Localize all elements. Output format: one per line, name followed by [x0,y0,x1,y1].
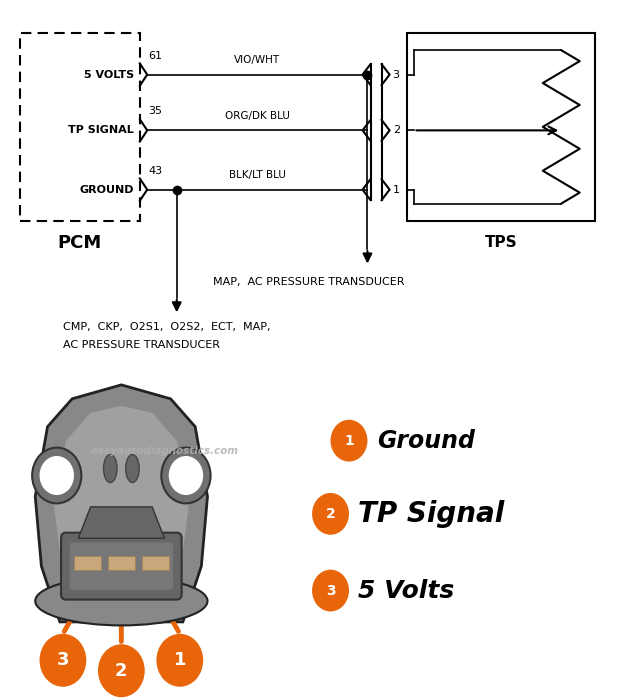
Circle shape [156,634,203,687]
Bar [108,556,135,570]
Text: PCM: PCM [57,234,102,251]
Bar [407,33,595,221]
Text: easyautodiagnostics.com: easyautodiagnostics.com [90,446,239,456]
Circle shape [312,493,349,535]
Circle shape [312,570,349,612]
Text: 5 Volts: 5 Volts [358,578,454,603]
Polygon shape [54,406,189,601]
Text: VIO/WHT: VIO/WHT [234,55,281,65]
Text: 43: 43 [148,166,163,176]
Circle shape [169,456,203,495]
Text: 3: 3 [57,651,69,669]
Text: 1: 1 [392,185,400,195]
Text: 2: 2 [115,662,127,680]
Circle shape [40,456,74,495]
Bar [74,556,101,570]
Text: Ground: Ground [377,428,475,453]
Polygon shape [35,385,208,622]
Circle shape [40,634,87,687]
Text: ORG/DK BLU: ORG/DK BLU [225,111,290,120]
Polygon shape [78,507,164,538]
Text: 3: 3 [392,69,400,80]
Text: TPS: TPS [485,235,517,250]
Ellipse shape [35,577,208,625]
Circle shape [32,447,82,503]
Text: 3: 3 [326,584,336,598]
Text: TP Signal: TP Signal [358,500,504,528]
FancyBboxPatch shape [70,542,173,590]
Text: MAP,  AC PRESSURE TRANSDUCER: MAP, AC PRESSURE TRANSDUCER [213,276,405,287]
Text: TP SIGNAL: TP SIGNAL [68,125,133,135]
Text: 35: 35 [148,106,163,116]
Text: GROUND: GROUND [79,185,133,195]
Circle shape [98,644,145,697]
Text: 5 VOLTS: 5 VOLTS [83,69,133,80]
Circle shape [331,420,368,461]
Text: 2: 2 [392,125,400,135]
Bar [142,556,169,570]
Text: 2: 2 [326,507,336,521]
Text: CMP,  CKP,  O2S1,  O2S2,  ECT,  MAP,: CMP, CKP, O2S1, O2S2, ECT, MAP, [63,322,271,332]
Text: 61: 61 [148,50,163,61]
FancyBboxPatch shape [61,533,182,600]
Ellipse shape [125,454,139,482]
Text: BLK/LT BLU: BLK/LT BLU [229,170,286,180]
Text: 1: 1 [344,433,354,447]
Text: AC PRESSURE TRANSDUCER: AC PRESSURE TRANSDUCER [63,340,220,349]
Ellipse shape [104,454,117,482]
Text: 1: 1 [174,651,186,669]
Circle shape [161,447,211,503]
